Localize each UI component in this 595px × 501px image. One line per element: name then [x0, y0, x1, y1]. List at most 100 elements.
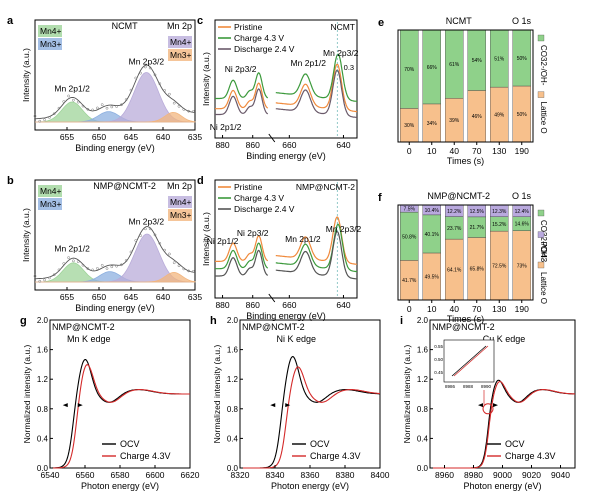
legend-b-left-1: Mn3+: [40, 199, 62, 209]
raw-point-b-96: [187, 269, 190, 273]
bar-label-f-3-2: 12.5%: [470, 209, 485, 215]
raw-point-b-51: [115, 264, 118, 268]
raw-point-b-3: [38, 279, 42, 283]
raw-point-b-9: [48, 276, 51, 280]
panel-letter-h: h: [210, 315, 217, 327]
raw-point-b-48: [110, 265, 114, 269]
panel-d-frame: [214, 179, 358, 299]
raw-point-a-6: [43, 118, 46, 122]
legend-f-0: CO32-/OH-: [539, 220, 548, 261]
annotation-a-0: Mn 2p1/2: [54, 84, 90, 94]
bar-label-f-0-1: 50.8%: [402, 234, 417, 240]
raw-point-b-39: [96, 267, 99, 270]
raw-point-a-72: [148, 66, 152, 70]
legend-box-a-left-1: [38, 38, 62, 50]
series-h-1: [240, 366, 380, 469]
panel-i-ylabel: Normalized intensity (a.u.): [402, 344, 412, 443]
raw-point-b-24: [72, 259, 75, 263]
annotation-b-1: Mn 2p3/2: [129, 216, 165, 226]
legend-a-right-0: Mn4+: [170, 37, 192, 47]
raw-point-a-75: [153, 73, 157, 77]
panel-f-x-tick-label-2: 40: [450, 304, 460, 314]
panel-g-x-tick-label-6540: 6540: [41, 470, 60, 480]
panel-letter-c: c: [197, 15, 203, 27]
raw-point-b-15: [57, 268, 61, 272]
raw-point-b-6: [43, 278, 46, 282]
raw-point-b-72: [148, 227, 152, 231]
annotation-d-1: Ni 2p3/2: [237, 228, 269, 238]
panel-e-xlabel: Times (s): [447, 156, 484, 166]
arrow-left-g: [62, 403, 68, 408]
panel-h-y-tick-label-1.6: 1.6: [227, 346, 239, 355]
panel-d-x-tick-label-640: 640: [336, 300, 350, 310]
panel-i-y-tick-label-0.8: 0.8: [417, 405, 429, 414]
panel-e-x-tick-label-2: 40: [450, 146, 460, 156]
raw-point-b-54: [120, 263, 123, 267]
panel-h-y-tick-label-0: 0.0: [227, 464, 239, 473]
panel-i-y-tick-label-1.2: 1.2: [417, 375, 429, 384]
series-d-1-right: [275, 223, 358, 273]
raw-point-b-69: [144, 227, 147, 231]
legend-a-left-1: Mn3+: [40, 39, 62, 49]
legend-box-f-2: [537, 261, 545, 269]
raw-point-b-18: [62, 262, 66, 265]
arrow-left-h: [270, 403, 276, 408]
panel-h-xlabel: Photon energy (eV): [271, 481, 349, 491]
inset-y-tick-i-2: 0.45: [434, 370, 443, 375]
legend-d-1: Charge 4.3 V: [234, 193, 284, 203]
raw-point-b-84: [168, 252, 171, 256]
raw-point-b-27: [76, 260, 80, 264]
panel-f-title: NMP@NCMT-2: [427, 191, 490, 201]
raw-point-a-99: [192, 110, 195, 113]
annotation-d-0: Ni 2p1/2: [207, 236, 239, 246]
panel-letter-e: e: [378, 17, 384, 29]
annotation-b-0: Mn 2p1/2: [54, 244, 90, 254]
panel-c-ylabel: Intensity (a.u.): [201, 52, 211, 106]
panel-c-x-tick-label-660: 660: [282, 140, 296, 150]
panel-i-x-tick-label-8980: 8980: [464, 470, 483, 480]
panel-a-x-tick-label-635: 635: [188, 132, 202, 142]
bar-label-e-4-1: 51%: [494, 57, 505, 63]
panel-b-x-tick-label-655: 655: [60, 292, 74, 302]
raw-point-a-24: [72, 98, 75, 102]
raw-point-a-33: [86, 107, 90, 111]
panel-f-x-tick-label-5: 190: [515, 304, 529, 314]
series-c-1-right: [275, 53, 358, 102]
inset-series-i-0: [451, 345, 487, 377]
panel-g-title: NMP@NCMT-2: [52, 322, 115, 332]
bar-label-f-3-0: 65.8%: [470, 267, 485, 273]
panel-i-xlabel: Photon energy (eV): [463, 481, 541, 491]
series-c-0-right: [275, 63, 358, 113]
series-c-2-right: [275, 69, 358, 119]
raw-point-b-90: [177, 264, 181, 268]
bar-label-e-5-1: 50%: [517, 56, 528, 62]
panel-g-x-tick-label-6580: 6580: [111, 470, 130, 480]
raw-point-a-12: [52, 112, 56, 116]
legend-a-left-0: Mn4+: [40, 26, 62, 36]
legend-i-1: Charge 4.3V: [505, 451, 556, 461]
raw-point-a-84: [168, 92, 171, 96]
raw-point-a-93: [182, 108, 186, 111]
panel-a-x-tick-label-650: 650: [92, 132, 106, 142]
panel-f-title-right: O 1s: [512, 191, 532, 201]
zoom-circle-i: [482, 403, 494, 415]
panel-i-y-tick-label-2: 2.0: [417, 316, 429, 325]
panel-letter-d: d: [197, 175, 204, 187]
panel-a-title-right: Mn 2p: [167, 21, 192, 31]
legend-c-0: Pristine: [234, 22, 263, 32]
bar-label-e-3-1: 54%: [472, 58, 483, 64]
raw-point-a-9: [48, 116, 51, 119]
series-i-1: [430, 380, 575, 469]
panel-a-title: NCMT: [112, 21, 138, 31]
envelope-b: [34, 226, 196, 280]
legend-c-2: Discharge 2.4 V: [234, 44, 295, 54]
panel-a-x-tick-label-640: 640: [156, 132, 170, 142]
legend-i-0: OCV: [505, 439, 525, 449]
raw-point-a-54: [120, 103, 123, 107]
panel-e-x-tick-label-3: 70: [472, 146, 482, 156]
raw-point-b-63: [134, 239, 138, 242]
panel-h-x-tick-label-8380: 8380: [336, 470, 355, 480]
legend-f-1: PO43-: [539, 242, 548, 265]
legend-box-b-left-0: [38, 185, 62, 197]
